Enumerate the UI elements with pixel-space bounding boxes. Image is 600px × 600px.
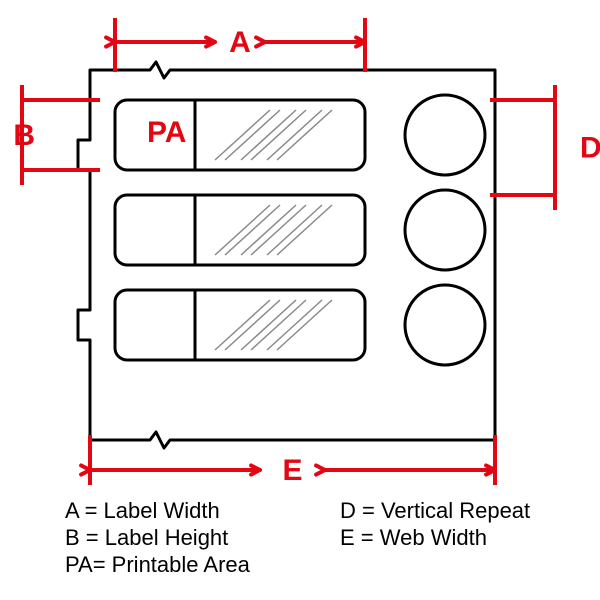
dim-a-arrow-right-head [256, 37, 265, 46]
hatch-line [251, 110, 306, 160]
dim-e-arrow-right-head [316, 465, 325, 474]
hatch-line [225, 110, 280, 160]
legend-b: B = Label Height [65, 525, 228, 551]
legend-d: D = Vertical Repeat [340, 498, 530, 524]
hatch-line [267, 205, 322, 255]
hatch-line [251, 300, 306, 350]
label-circle [405, 95, 485, 175]
hatch-line [215, 300, 270, 350]
label-circle [405, 190, 485, 270]
hatch-line [267, 300, 322, 350]
hatch-line [251, 205, 306, 255]
label-circle [405, 285, 485, 365]
dim-a-label: A [229, 26, 251, 59]
hatch-line [241, 300, 296, 350]
hatch-line [241, 110, 296, 160]
pa-label: PA [147, 116, 186, 149]
dim-d-label: D [580, 132, 600, 165]
hatch-line [215, 205, 270, 255]
legend-pa: PA= Printable Area [65, 552, 250, 578]
hatch-line [277, 300, 332, 350]
hatch-line [241, 205, 296, 255]
hatch-line [215, 110, 270, 160]
label-rect [115, 195, 365, 265]
hatch-line [267, 110, 322, 160]
label-rect [115, 290, 365, 360]
legend-a: A = Label Width [65, 498, 220, 524]
hatch-line [225, 300, 280, 350]
sheet-outline [78, 62, 495, 448]
dim-b-label: B [13, 119, 35, 152]
hatch-line [277, 110, 332, 160]
hatch-line [277, 205, 332, 255]
dim-e-label: E [282, 454, 302, 487]
hatch-line [225, 205, 280, 255]
legend-e: E = Web Width [340, 525, 487, 551]
